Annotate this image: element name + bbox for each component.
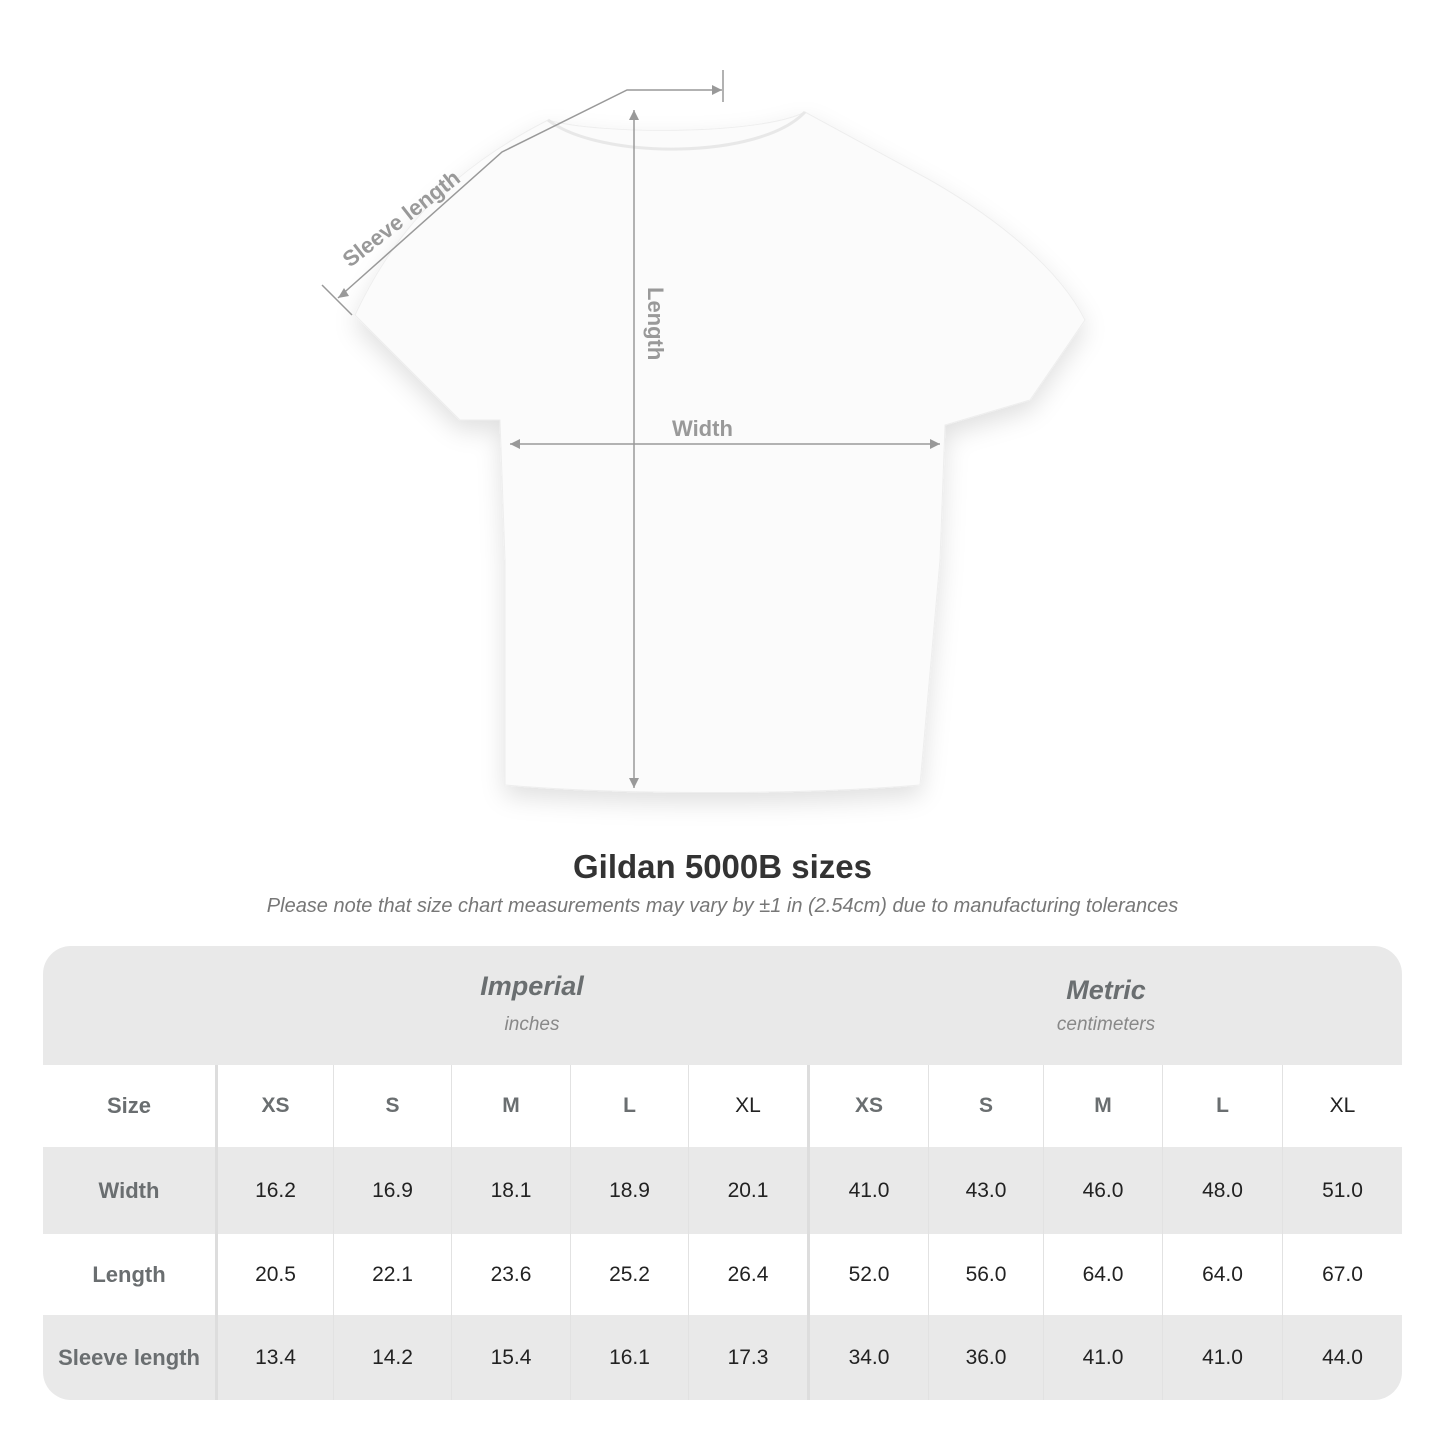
metric-value: 36.0 bbox=[928, 1315, 1043, 1400]
imperial-size-header: XS bbox=[215, 1065, 333, 1147]
tolerance-note: Please note that size chart measurements… bbox=[266, 895, 1179, 917]
metric-value: 52.0 bbox=[807, 1234, 928, 1315]
length-label: Length bbox=[643, 287, 668, 360]
size-table: Imperial inches Metric centimeters Size X… bbox=[43, 946, 1402, 1400]
metric-value: 67.0 bbox=[1282, 1234, 1402, 1315]
imperial-value: 22.1 bbox=[333, 1234, 451, 1315]
metric-size-header: XL bbox=[1282, 1065, 1402, 1147]
row-label: Width bbox=[98, 1177, 160, 1203]
metric-title: Metric bbox=[1066, 975, 1146, 1005]
imperial-title: Imperial bbox=[480, 971, 584, 1001]
width-label: Width bbox=[672, 416, 733, 441]
row-label: Length bbox=[92, 1261, 166, 1287]
metric-unit: centimeters bbox=[1056, 1014, 1156, 1035]
metric-value: 51.0 bbox=[1282, 1147, 1402, 1234]
imperial-value: 18.9 bbox=[570, 1147, 688, 1234]
imperial-value: 15.4 bbox=[451, 1315, 570, 1400]
size-header-row: Size XS S M L XL XS S M L XL bbox=[43, 1065, 1402, 1147]
imperial-value: 16.2 bbox=[215, 1147, 333, 1234]
measure-lines bbox=[321, 70, 940, 788]
imperial-size-header: XL bbox=[688, 1065, 807, 1147]
tshirt-shape bbox=[354, 111, 1086, 793]
metric-value: 41.0 bbox=[1043, 1315, 1162, 1400]
imperial-header: Imperial inches bbox=[217, 971, 847, 1036]
metric-size-header: M bbox=[1043, 1065, 1162, 1147]
imperial-value: 25.2 bbox=[570, 1234, 688, 1315]
metric-value: 41.0 bbox=[807, 1147, 928, 1234]
imperial-value: 16.1 bbox=[570, 1315, 688, 1400]
metric-value: 64.0 bbox=[1162, 1234, 1282, 1315]
metric-value: 34.0 bbox=[807, 1315, 928, 1400]
metric-value: 41.0 bbox=[1162, 1315, 1282, 1400]
imperial-value: 13.4 bbox=[215, 1315, 333, 1400]
imperial-value: 26.4 bbox=[688, 1234, 807, 1315]
imperial-size-header: M bbox=[451, 1065, 570, 1147]
table-row: Sleeve length 13.4 14.2 15.4 16.1 17.3 34.0 36.… bbox=[43, 1315, 1402, 1400]
metric-size-header: S bbox=[928, 1065, 1043, 1147]
metric-value: 43.0 bbox=[928, 1147, 1043, 1234]
metric-value: 48.0 bbox=[1162, 1147, 1282, 1234]
metric-header: Metric centimeters bbox=[810, 975, 1402, 1036]
table-row: Length 20.5 22.1 23.6 25.2 26.4 52.0 56.0 64.0 64… bbox=[43, 1234, 1402, 1315]
metric-value: 64.0 bbox=[1043, 1234, 1162, 1315]
table-row: Width 16.2 16.9 18.1 18.9 20.1 41.0 43.0 46.0 48.… bbox=[43, 1147, 1402, 1234]
imperial-value: 14.2 bbox=[333, 1315, 451, 1400]
imperial-value: 20.5 bbox=[215, 1234, 333, 1315]
imperial-value: 16.9 bbox=[333, 1147, 451, 1234]
imperial-value: 18.1 bbox=[451, 1147, 570, 1234]
imperial-size-header: L bbox=[570, 1065, 688, 1147]
imperial-value: 17.3 bbox=[688, 1315, 807, 1400]
metric-value: 56.0 bbox=[928, 1234, 1043, 1315]
metric-value: 44.0 bbox=[1282, 1315, 1402, 1400]
metric-size-header: L bbox=[1162, 1065, 1282, 1147]
metric-size-header: XS bbox=[807, 1065, 928, 1147]
metric-value: 46.0 bbox=[1043, 1147, 1162, 1234]
unit-header-band: Imperial inches Metric centimeters bbox=[43, 946, 1402, 1065]
imperial-value: 23.6 bbox=[451, 1234, 570, 1315]
imperial-value: 20.1 bbox=[688, 1147, 807, 1234]
page-title: Gildan 5000B sizes bbox=[573, 848, 872, 885]
row-label: Sleeve length bbox=[58, 1344, 200, 1370]
imperial-size-header: S bbox=[333, 1065, 451, 1147]
size-header-label: Size bbox=[106, 1093, 152, 1118]
imperial-unit: inches bbox=[504, 1014, 560, 1035]
tshirt-diagram: Sleeve length Length Width bbox=[321, 70, 1086, 793]
